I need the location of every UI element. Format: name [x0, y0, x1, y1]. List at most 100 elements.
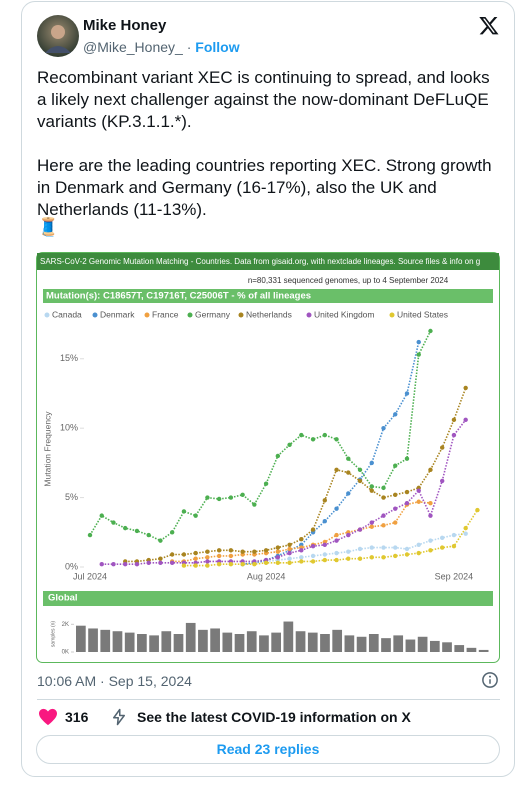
- data-point: [346, 556, 351, 561]
- data-point: [404, 489, 410, 495]
- data-point: [334, 437, 339, 442]
- handle[interactable]: @Mike_Honey_: [83, 39, 183, 55]
- legend-swatch: [306, 312, 312, 318]
- data-point: [428, 328, 433, 334]
- follow-button[interactable]: Follow: [195, 39, 240, 55]
- global-tick-label: 2K: [62, 622, 69, 628]
- data-point: [216, 562, 222, 567]
- data-point: [205, 559, 210, 564]
- data-point: [263, 481, 269, 486]
- data-point: [310, 559, 316, 564]
- data-point: [275, 549, 281, 554]
- data-point: [357, 556, 363, 561]
- data-point: [310, 543, 316, 549]
- global-label: Global: [48, 593, 78, 604]
- data-point: [381, 555, 386, 560]
- heart-icon[interactable]: [38, 708, 58, 726]
- data-point: [263, 560, 269, 566]
- data-point: [310, 527, 316, 532]
- data-point: [334, 532, 339, 538]
- global-bar: [417, 636, 428, 652]
- data-point: [357, 478, 363, 484]
- y-tick-label: 5%: [65, 492, 78, 502]
- data-point: [287, 556, 292, 561]
- data-point: [416, 550, 421, 556]
- data-point: [346, 532, 351, 538]
- x-tick-label: Sep 2024: [435, 571, 474, 581]
- read-replies-button[interactable]: Read 23 replies: [36, 735, 500, 764]
- data-point: [111, 520, 116, 525]
- data-point: [299, 548, 304, 553]
- title-bar: [37, 253, 499, 270]
- data-point: [369, 520, 374, 525]
- global-bar: [161, 631, 172, 652]
- data-point: [346, 470, 351, 475]
- global-bar: [124, 632, 135, 652]
- data-point: [369, 524, 374, 529]
- data-point: [158, 538, 163, 543]
- data-point: [87, 532, 93, 538]
- data-point: [463, 417, 468, 423]
- author-name[interactable]: Mike Honey: [83, 17, 167, 34]
- x-logo[interactable]: [478, 15, 500, 36]
- paragraph: Recombinant variant XEC is continuing to…: [37, 68, 490, 131]
- data-point: [463, 531, 468, 536]
- legend-swatch: [389, 312, 395, 318]
- data-point: [463, 385, 468, 391]
- data-point: [404, 391, 410, 396]
- data-point: [381, 485, 386, 491]
- chart-subtitle: n=80,331 sequenced genomes, up to 4 Sept…: [248, 276, 449, 285]
- data-point: [134, 528, 140, 534]
- data-point: [322, 518, 327, 524]
- data-point: [334, 557, 339, 563]
- global-bar: [307, 632, 318, 652]
- avatar[interactable]: [37, 15, 79, 57]
- data-point: [99, 513, 104, 518]
- data-point: [346, 456, 351, 461]
- global-bar: [368, 634, 379, 652]
- data-point: [381, 523, 386, 528]
- global-bar: [295, 631, 306, 652]
- timestamp[interactable]: 10:06 AM · Sep 15, 2024: [37, 673, 192, 689]
- data-point: [369, 484, 374, 489]
- data-point: [240, 492, 245, 498]
- global-bar: [344, 635, 355, 652]
- legend-label: France: [152, 309, 179, 319]
- data-point: [181, 563, 187, 568]
- data-point: [299, 555, 304, 560]
- data-point: [216, 496, 222, 502]
- tweet-text: Recombinant variant XEC is continuing to…: [37, 67, 499, 243]
- global-bar: [88, 628, 98, 652]
- data-point: [169, 560, 175, 566]
- data-point: [228, 495, 234, 500]
- y-axis-label: Mutation Frequency: [42, 411, 52, 487]
- global-bar: [234, 634, 245, 652]
- covid-link[interactable]: See the latest COVID-19 information on X: [137, 709, 411, 725]
- global-bar: [222, 632, 233, 652]
- chart-image[interactable]: SARS-CoV-2 Genomic Mutation Matching - C…: [36, 252, 500, 663]
- data-point: [416, 542, 421, 547]
- divider: [37, 699, 500, 700]
- data-point: [416, 352, 421, 357]
- data-point: [240, 549, 245, 554]
- like-count[interactable]: 316: [65, 709, 89, 725]
- data-point: [322, 498, 327, 503]
- data-point: [463, 525, 468, 531]
- data-point: [369, 488, 374, 493]
- data-point: [310, 553, 316, 559]
- data-point: [334, 467, 339, 473]
- info-circle[interactable]: [481, 671, 499, 689]
- thread-emoji: 🧵: [37, 217, 60, 237]
- global-bar: [320, 634, 330, 652]
- data-point: [357, 546, 363, 552]
- data-point: [393, 520, 398, 525]
- global-bar: [112, 631, 123, 652]
- data-point: [287, 542, 292, 547]
- data-point: [123, 525, 128, 531]
- data-point: [216, 553, 222, 559]
- data-point: [475, 507, 480, 513]
- data-point: [287, 560, 292, 566]
- data-point: [369, 460, 374, 466]
- data-point: [440, 478, 445, 484]
